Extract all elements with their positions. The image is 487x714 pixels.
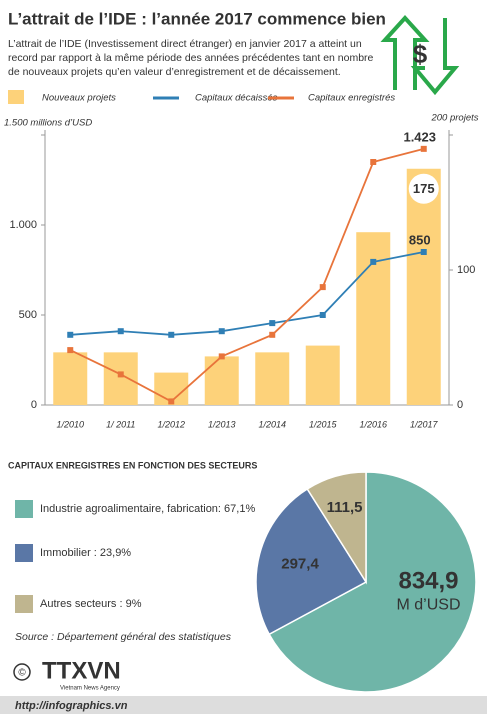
pie-title: CAPITAUX ENREGISTRES EN FONCTION DES SEC… [8,460,257,470]
legend-label: Autres secteurs : 9% [40,598,142,610]
pie-slice [268,471,477,693]
legend-label: Capitaux décaissés [195,93,278,104]
svg-text:©: © [18,668,26,679]
bar [305,345,340,405]
line [70,251,424,336]
marker [218,353,225,360]
marker [117,371,124,378]
marker [67,331,74,338]
logo: © TTXVN Vietnam News Agency [13,657,121,692]
y2-tick-label: 200 projets [430,113,478,124]
marker [168,331,175,338]
y-tick-label: 1.500 millions d’USD [4,118,92,129]
marker [269,320,276,327]
svg-text:$: $ [413,39,428,69]
x-tick-label: 1/2014 [258,419,286,429]
y-tick-label: 1.000 [9,219,37,231]
legend-label: Immobilier : 23,9% [40,547,131,559]
x-tick-label: 1/2012 [157,419,185,429]
label-badge [408,173,439,204]
bar [406,168,441,405]
subtitle: de nouveaux projets qu’en valeur d’enreg… [8,66,341,78]
marker [67,347,74,354]
legend-label: Capitaux enregistrés [308,93,395,104]
legend-swatch [15,595,33,613]
marker [117,328,124,335]
x-tick-label: 1/2016 [359,419,387,429]
y-tick-label: 0 [31,399,37,411]
subtitle: record par rapport à la même période des… [8,52,374,64]
title: L’attrait de l’IDE : l’année 2017 commen… [8,9,386,28]
marker [370,258,377,265]
bar [103,352,138,405]
url: http://infographics.vn [15,700,128,712]
marker [420,145,427,152]
legend-swatch [8,90,24,104]
subtitle: L’attrait de l’IDE (Investissement direc… [8,38,362,50]
marker [168,398,175,405]
bar [255,352,290,405]
pie-unit: M d’USD [396,597,460,614]
x-tick-label: 1/ 2011 [106,419,135,429]
y-tick-label: 500 [19,309,37,321]
logo-text: TTXVN [42,657,121,684]
marker [319,312,326,318]
legend-swatch [15,500,33,518]
agency: Vietnam News Agency [60,686,120,692]
x-tick-label: 1/2017 [410,419,439,429]
x-tick-label: 1/2015 [309,419,338,429]
legend-swatch [15,544,33,562]
pie-slice [306,471,367,585]
x-tick-label: 1/2013 [208,419,236,429]
legend-label: Nouveaux projets [42,93,116,104]
value-label: 850 [409,232,431,247]
value-label: 175 [413,181,435,196]
line [69,147,424,403]
y2-tick-label: 100 [457,264,475,276]
pie-slice [255,487,368,636]
bar [204,356,239,405]
bar [53,352,88,405]
marker [370,159,377,165]
marker [269,331,276,338]
marker [218,328,225,335]
y2-tick-label: 0 [457,399,463,411]
dollar-icon: $ [380,15,460,96]
pie-value-label: 111,5 [327,499,363,516]
x-tick-label: 1/2010 [56,419,84,429]
marker [420,249,427,255]
pie-value-label: 834,9 [398,568,458,595]
value-label: 1.423 [403,129,436,144]
source: Source : Département général des statist… [15,631,232,643]
legend-label: Industrie agroalimentaire, fabrication: … [40,503,255,515]
url-bar [0,696,487,714]
pie-value-label: 297,4 [281,556,319,573]
marker [319,284,326,291]
bar [356,232,391,405]
